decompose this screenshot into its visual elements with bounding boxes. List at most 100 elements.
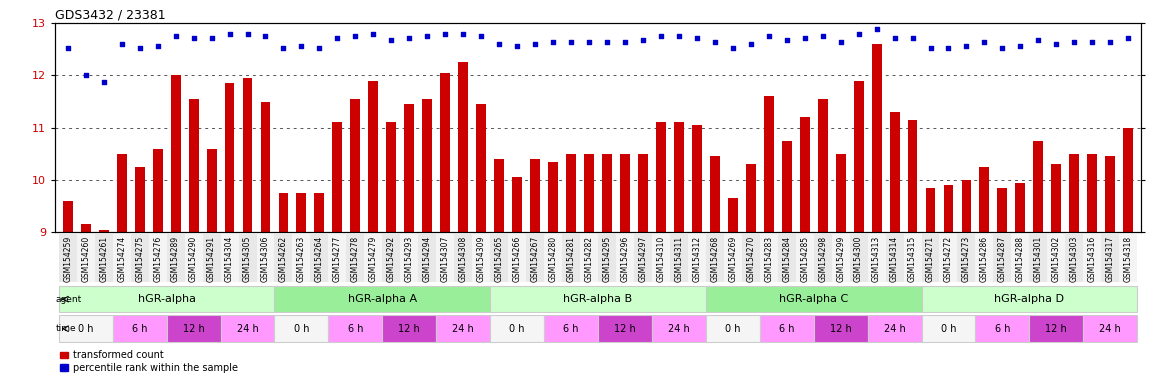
Bar xyxy=(297,193,306,232)
Text: GSM154313: GSM154313 xyxy=(872,236,881,282)
Bar xyxy=(346,234,365,282)
Bar xyxy=(1102,234,1119,282)
Point xyxy=(328,35,346,41)
Bar xyxy=(207,149,216,232)
Text: 24 h: 24 h xyxy=(668,324,690,334)
Text: GSM154286: GSM154286 xyxy=(980,236,989,282)
Bar xyxy=(796,234,814,282)
Text: GSM154317: GSM154317 xyxy=(1106,236,1114,282)
Text: GSM154277: GSM154277 xyxy=(332,236,342,282)
Text: GSM154276: GSM154276 xyxy=(153,236,162,282)
Bar xyxy=(958,234,975,282)
Text: hGR-alpha C: hGR-alpha C xyxy=(779,294,849,304)
Bar xyxy=(148,234,167,282)
Bar xyxy=(926,188,935,232)
Text: 24 h: 24 h xyxy=(883,324,905,334)
Bar xyxy=(742,234,760,282)
Bar xyxy=(818,99,828,232)
Bar xyxy=(490,286,706,313)
Bar xyxy=(652,234,670,282)
Bar xyxy=(723,234,742,282)
Text: GSM154294: GSM154294 xyxy=(423,236,431,282)
Bar xyxy=(113,234,131,282)
Text: 12 h: 12 h xyxy=(1045,324,1067,334)
Text: GSM154275: GSM154275 xyxy=(136,236,144,282)
Bar xyxy=(167,315,221,342)
Bar xyxy=(764,96,774,232)
Text: GSM154293: GSM154293 xyxy=(405,236,414,282)
Bar xyxy=(674,122,684,232)
Bar xyxy=(997,188,1007,232)
Bar xyxy=(1088,154,1097,232)
Point xyxy=(831,39,850,45)
Bar xyxy=(365,234,382,282)
Point xyxy=(921,45,940,51)
Text: GSM154271: GSM154271 xyxy=(926,236,935,282)
Bar xyxy=(170,75,181,232)
Bar xyxy=(275,315,329,342)
Bar xyxy=(329,315,382,342)
Point xyxy=(904,35,922,41)
Bar xyxy=(77,234,94,282)
Text: GSM154270: GSM154270 xyxy=(746,236,756,282)
Bar xyxy=(278,193,289,232)
Bar xyxy=(189,99,199,232)
Bar xyxy=(890,112,899,232)
Point xyxy=(1048,41,1066,47)
Point xyxy=(1029,37,1048,43)
Text: GSM154283: GSM154283 xyxy=(765,236,773,282)
Text: GSM154307: GSM154307 xyxy=(440,236,450,282)
Bar xyxy=(867,315,921,342)
Text: 0 h: 0 h xyxy=(293,324,309,334)
Text: 24 h: 24 h xyxy=(1099,324,1121,334)
Bar xyxy=(566,154,576,232)
Bar xyxy=(1124,127,1133,232)
Text: 12 h: 12 h xyxy=(614,324,636,334)
Bar xyxy=(994,234,1011,282)
Bar xyxy=(544,234,562,282)
Bar xyxy=(921,315,975,342)
Bar xyxy=(454,234,473,282)
Bar xyxy=(760,315,814,342)
Bar xyxy=(1065,234,1083,282)
Text: GSM154259: GSM154259 xyxy=(63,236,72,282)
Point xyxy=(238,30,256,36)
Point xyxy=(652,33,670,39)
Bar xyxy=(872,44,882,232)
Text: GSM154302: GSM154302 xyxy=(1052,236,1060,282)
Point xyxy=(167,33,185,39)
Bar xyxy=(710,156,720,232)
Text: GSM154299: GSM154299 xyxy=(836,236,845,282)
Text: GSM154282: GSM154282 xyxy=(584,236,593,282)
Bar xyxy=(603,154,612,232)
Point xyxy=(706,39,724,45)
Point xyxy=(113,41,131,47)
Bar xyxy=(961,180,972,232)
Bar xyxy=(688,234,706,282)
Point xyxy=(957,43,975,49)
Text: GSM154305: GSM154305 xyxy=(243,236,252,282)
Text: GSM154303: GSM154303 xyxy=(1070,236,1079,282)
Point xyxy=(886,35,904,41)
Bar xyxy=(620,154,630,232)
Bar xyxy=(904,234,921,282)
Bar xyxy=(224,83,235,232)
Text: GSM154292: GSM154292 xyxy=(386,236,396,282)
Point xyxy=(1119,35,1137,41)
Point xyxy=(436,30,454,36)
Point xyxy=(292,43,311,49)
Bar xyxy=(584,154,593,232)
Point xyxy=(598,39,616,45)
Bar xyxy=(332,122,343,232)
Bar xyxy=(850,234,867,282)
Bar xyxy=(490,234,508,282)
Bar xyxy=(436,315,490,342)
Text: agent: agent xyxy=(55,295,82,304)
Text: GSM154266: GSM154266 xyxy=(513,236,522,282)
Point xyxy=(221,30,239,36)
Bar xyxy=(777,234,796,282)
Bar xyxy=(814,234,831,282)
Text: GSM154272: GSM154272 xyxy=(944,236,953,282)
Bar xyxy=(153,149,162,232)
Point xyxy=(454,30,473,36)
